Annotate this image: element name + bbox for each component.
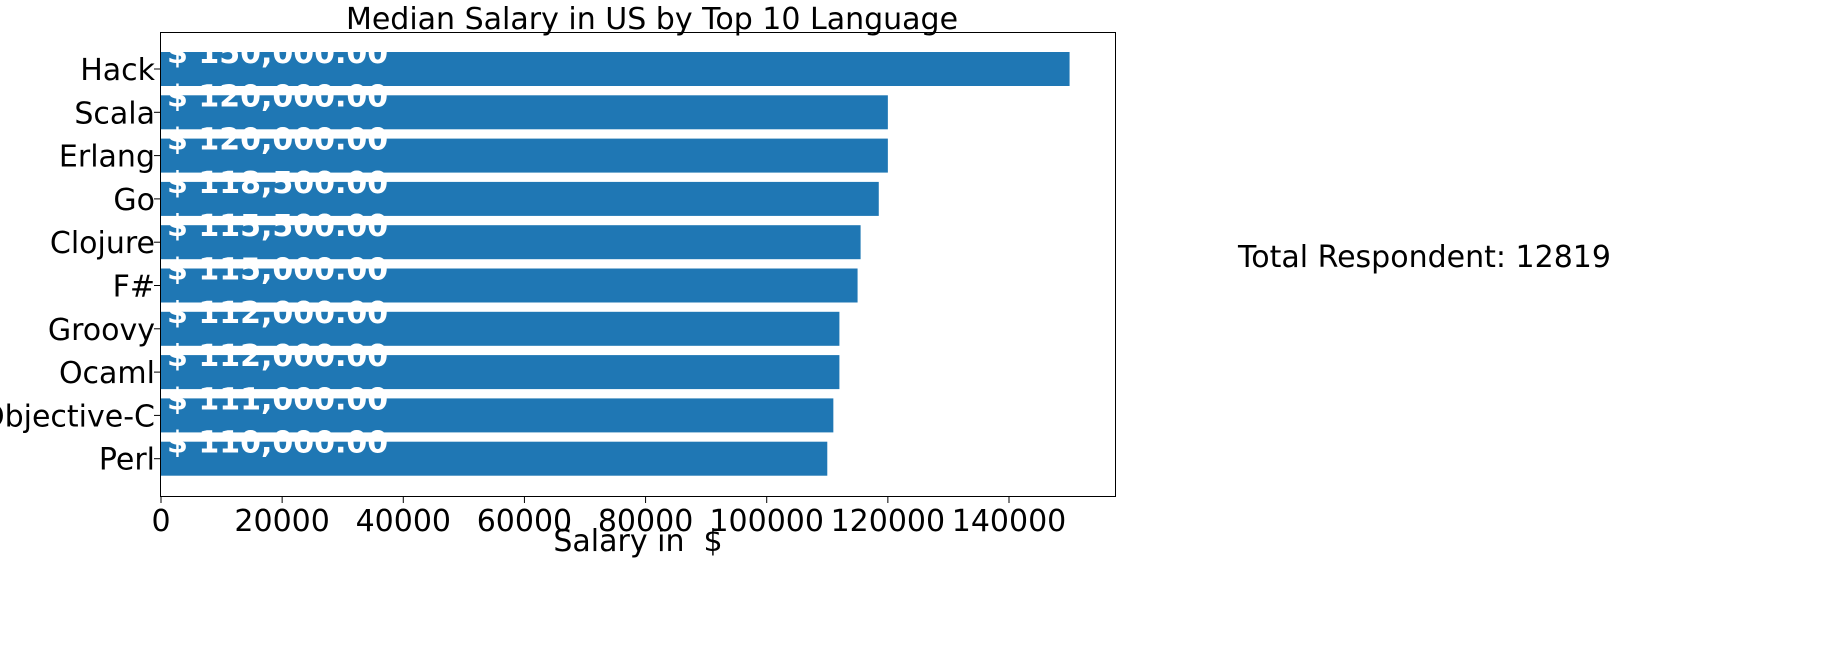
x-tick-label: 60000 [477, 504, 572, 539]
plot-frame [160, 32, 1116, 497]
bar-value-label: $ 118,500.00 [167, 166, 388, 201]
bar-value-label: $ 120,000.00 [167, 123, 388, 158]
bar-value-label: $ 112,000.00 [167, 296, 388, 331]
x-tick-label: 20000 [234, 504, 329, 539]
bar-value-label: $ 115,500.00 [167, 209, 388, 244]
chart-title: Median Salary in US by Top 10 Language [346, 2, 958, 37]
x-tick-label: 140000 [952, 504, 1067, 539]
bar [161, 355, 840, 390]
bar-value-label: $ 115,000.00 [167, 253, 388, 288]
x-tick-label: 100000 [709, 504, 824, 539]
bar-value-label: $ 111,000.00 [167, 382, 388, 417]
y-tick-label: Objective-C [0, 399, 155, 434]
bar [161, 138, 888, 173]
bar [161, 225, 861, 260]
bar-value-label: $ 150,000.00 [167, 36, 388, 71]
y-tick-label: Go [113, 183, 155, 218]
x-tick-label: 120000 [831, 504, 946, 539]
bar [161, 311, 840, 346]
bar-value-label: $ 120,000.00 [167, 79, 388, 114]
bar [161, 268, 858, 303]
bar [161, 398, 834, 433]
x-axis-label: Salary in $ [553, 524, 722, 559]
y-tick-label: Ocaml [59, 356, 155, 391]
y-tick-label: Erlang [59, 140, 155, 175]
y-tick-label: Hack [80, 53, 155, 88]
bar [161, 95, 888, 130]
y-tick-label: Clojure [50, 226, 155, 261]
x-tick-label: 80000 [598, 504, 693, 539]
bar-value-label: $ 112,000.00 [167, 339, 388, 374]
y-tick-label: F# [113, 270, 155, 305]
total-respondent-note: Total Respondent: 12819 [1237, 240, 1611, 275]
bars-layer: $ 150,000.00 $ 120,000.00 $ 120,000.00 $ 11… [161, 36, 1070, 476]
x-tick-label: 0 [151, 504, 170, 539]
bar [161, 52, 1070, 86]
bar [161, 441, 828, 476]
y-tick-label: Groovy [48, 313, 155, 348]
bar-value-label: $ 110,000.00 [167, 426, 388, 461]
y-tick-label: Scala [74, 96, 155, 131]
x-tick-label: 40000 [356, 504, 451, 539]
ticks-layer: Hack Scala Erlang Go Clojure F# Groovy Ocaml Obj… [0, 53, 1066, 539]
bar [161, 181, 879, 216]
y-tick-label: Perl [99, 443, 155, 478]
